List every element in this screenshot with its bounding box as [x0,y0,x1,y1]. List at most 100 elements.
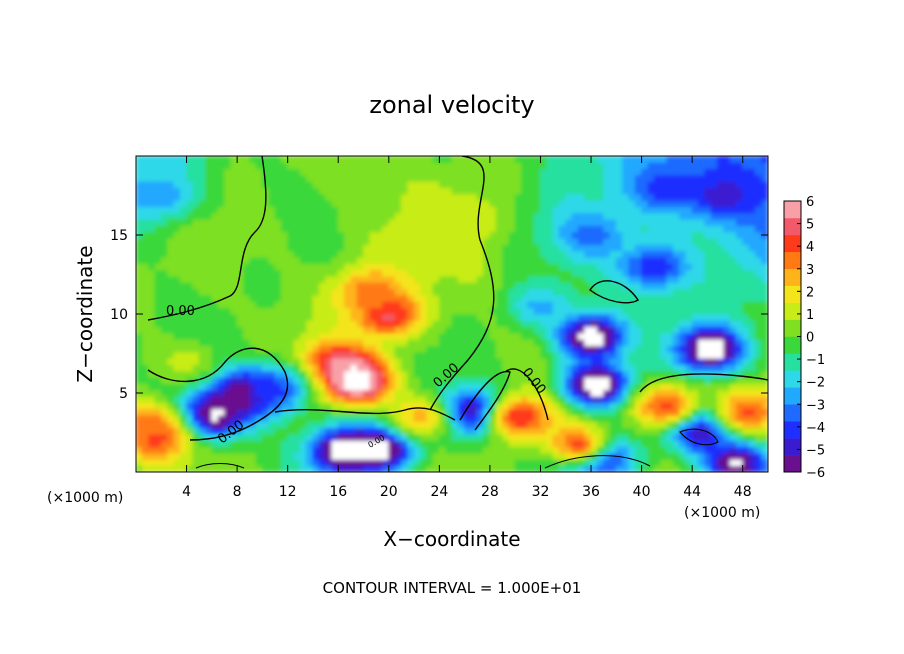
field-cell [748,465,756,472]
field-cell [198,244,206,252]
field-cell [603,357,611,365]
field-cell [268,433,276,441]
field-cell [527,174,535,182]
field-cell [388,275,396,283]
field-cell [224,174,232,182]
field-cell [268,395,276,403]
field-cell [672,440,680,448]
field-cell [243,225,251,233]
field-cell [527,199,535,207]
field-cell [578,307,586,315]
field-cell [565,161,573,170]
field-cell [672,351,680,359]
field-cell [344,282,352,290]
field-cell [186,370,194,378]
field-cell [262,376,270,384]
field-cell [666,408,674,416]
field-cell [653,161,661,170]
field-cell [761,193,768,201]
field-cell [571,313,579,321]
field-cell [136,408,143,416]
field-cell [647,212,655,220]
field-cell [249,414,257,422]
field-cell [363,288,371,296]
field-cell [331,161,339,170]
field-cell [521,351,529,359]
field-cell [704,199,712,207]
field-cell [148,168,156,176]
field-cell [438,199,447,207]
field-cell [647,326,655,334]
field-cell [609,408,617,416]
field-cell [249,218,257,226]
field-cell [571,395,579,403]
field-cell [622,351,630,359]
field-cell [641,269,649,277]
field-cell [198,161,206,170]
field-cell [527,440,535,448]
field-cell [205,294,213,302]
field-cell [653,263,661,271]
field-cell [457,307,466,315]
field-cell [160,408,168,416]
field-cell [432,212,440,220]
field-cell [413,446,421,454]
field-cell [249,357,257,365]
field-cell [590,319,598,328]
field-cell [590,294,598,302]
field-cell [141,187,150,195]
field-cell [375,288,383,296]
field-cell [141,313,150,321]
field-cell [318,389,326,397]
field-cell [666,465,674,472]
field-cell [217,231,225,239]
field-cell [255,168,263,176]
field-cell [736,452,744,460]
field-cell [495,351,503,359]
field-cell [401,452,409,460]
field-cell [407,427,415,435]
field-cell [236,174,244,182]
field-cell [438,383,447,391]
field-cell [603,389,611,397]
field-cell [401,237,409,245]
field-cell [382,225,390,233]
field-cell [476,206,484,214]
field-cell [540,389,548,397]
field-cell [691,446,699,454]
field-cell [622,282,630,290]
field-cell [609,294,617,302]
field-cell [236,332,244,340]
field-cell [407,174,415,182]
field-cell [622,319,630,328]
field-cell [432,199,440,207]
field-cell [622,180,630,188]
field-cell [420,408,428,416]
field-cell [438,440,447,448]
field-cell [615,187,624,195]
field-cell [672,199,680,207]
field-cell [325,421,333,429]
field-cell [388,193,396,201]
field-cell [527,345,535,353]
field-cell [470,326,478,334]
field-cell [736,282,744,290]
field-cell [407,282,415,290]
field-cell [552,275,560,283]
field-cell [318,187,326,195]
field-cell [413,256,421,264]
field-cell [609,244,617,252]
field-cell [736,326,744,334]
field-cell [596,414,605,422]
field-cell [344,156,352,163]
field-cell [407,199,415,207]
field-cell [710,300,718,309]
field-cell [394,389,402,397]
field-cell [742,465,750,472]
field-cell [407,263,415,271]
field-cell [274,250,282,258]
field-cell [287,193,295,201]
field-cell [704,180,712,188]
field-cell [198,307,206,315]
field-cell [331,307,339,315]
